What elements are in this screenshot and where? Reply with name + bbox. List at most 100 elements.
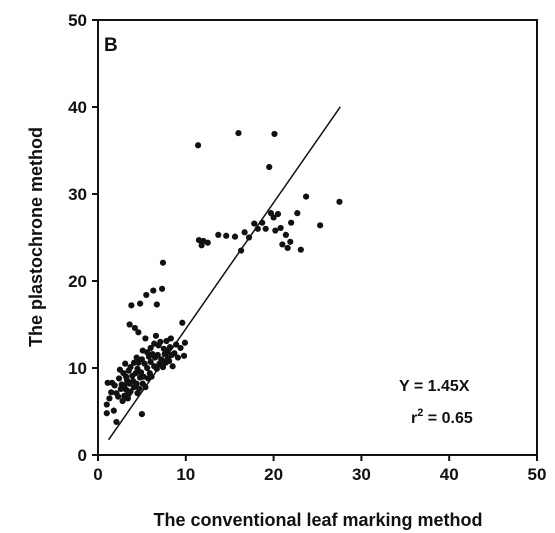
- data-point: [153, 365, 160, 372]
- data-point: [177, 344, 184, 352]
- data-point: [277, 224, 284, 232]
- data-point: [179, 319, 186, 326]
- data-point: [147, 344, 154, 352]
- data-point: [287, 238, 294, 245]
- data-point: [157, 338, 164, 345]
- data-point: [294, 210, 301, 217]
- x-tick-label: 30: [352, 465, 371, 484]
- data-point: [133, 380, 140, 387]
- data-point: [271, 130, 278, 138]
- data-point: [150, 287, 157, 294]
- data-points: [103, 130, 343, 426]
- data-point: [272, 227, 279, 234]
- data-point: [302, 193, 310, 200]
- data-point: [259, 219, 266, 226]
- data-point: [103, 410, 110, 417]
- r-squared-superscript: 2: [417, 407, 423, 419]
- data-point: [154, 351, 161, 359]
- data-point: [158, 285, 166, 292]
- x-tick-label: 50: [528, 465, 547, 484]
- data-point: [166, 357, 173, 365]
- data-point: [336, 198, 343, 205]
- panel-label: B: [104, 35, 118, 56]
- data-point: [115, 393, 122, 400]
- data-point: [142, 384, 149, 391]
- data-point: [137, 300, 144, 307]
- data-point: [159, 259, 167, 266]
- data-point: [108, 389, 115, 396]
- data-point: [143, 291, 150, 299]
- data-point: [115, 375, 123, 382]
- data-point: [245, 234, 253, 241]
- data-point: [266, 163, 273, 171]
- fit-line-group: [107, 106, 341, 441]
- data-point: [111, 382, 118, 389]
- data-point: [282, 231, 289, 238]
- data-point: [166, 344, 174, 351]
- data-point: [254, 225, 261, 232]
- y-tick-label: 30: [68, 185, 87, 204]
- y-tick-label: 0: [78, 446, 87, 465]
- data-point: [103, 401, 110, 408]
- data-point: [104, 379, 111, 386]
- y-tick-label: 50: [68, 11, 87, 30]
- data-point: [279, 241, 286, 248]
- data-point: [136, 385, 143, 392]
- data-point: [152, 332, 160, 339]
- data-point: [215, 231, 222, 238]
- data-point: [148, 373, 155, 380]
- data-point: [127, 388, 134, 395]
- data-point: [288, 219, 295, 226]
- data-point: [135, 329, 142, 336]
- plot-frame: [97, 19, 538, 456]
- data-point: [158, 356, 165, 363]
- data-point: [119, 397, 126, 405]
- data-point: [270, 214, 277, 221]
- data-point: [131, 324, 138, 332]
- x-tick-label: 40: [440, 465, 459, 484]
- regression-line: [107, 106, 341, 441]
- data-point: [194, 142, 202, 149]
- data-point: [284, 244, 291, 252]
- data-point: [173, 341, 180, 348]
- regression-equation: Y = 1.45X: [399, 378, 470, 395]
- data-point: [317, 222, 324, 229]
- data-point: [126, 321, 133, 328]
- data-point: [128, 302, 135, 309]
- data-point: [241, 229, 248, 236]
- data-point: [297, 246, 304, 253]
- data-point: [153, 301, 160, 308]
- x-tick-label: 20: [264, 465, 283, 484]
- data-point: [223, 232, 230, 239]
- r-squared-value: = 0.65: [423, 410, 472, 427]
- data-point: [144, 364, 151, 372]
- data-point: [110, 407, 117, 414]
- data-point: [204, 239, 211, 246]
- data-point: [113, 418, 120, 426]
- data-point: [142, 335, 149, 342]
- data-point: [171, 350, 178, 357]
- x-tick-label: 10: [176, 465, 195, 484]
- x-axis-title: The conventional leaf marking method: [153, 510, 482, 530]
- data-point: [231, 233, 239, 240]
- data-point: [130, 359, 138, 366]
- data-point: [238, 247, 245, 254]
- y-tick-label: 20: [68, 272, 87, 291]
- r-squared-label: r2 = 0.65: [411, 407, 473, 427]
- data-point: [169, 363, 176, 370]
- data-point: [133, 354, 140, 361]
- data-point: [180, 352, 188, 359]
- y-tick-label: 10: [68, 359, 87, 378]
- data-point: [106, 395, 113, 402]
- data-point: [235, 130, 242, 137]
- data-point: [138, 411, 145, 418]
- data-point: [167, 335, 174, 342]
- r-squared-symbol: r: [411, 410, 417, 427]
- data-point: [122, 360, 129, 367]
- y-axis-title: The plastochrone method: [26, 127, 46, 347]
- data-point: [251, 220, 258, 227]
- data-point: [147, 358, 154, 366]
- data-point: [127, 364, 134, 371]
- tick-group: 0 10 20 30 40 50 0 10 20 30 40 50: [68, 11, 546, 484]
